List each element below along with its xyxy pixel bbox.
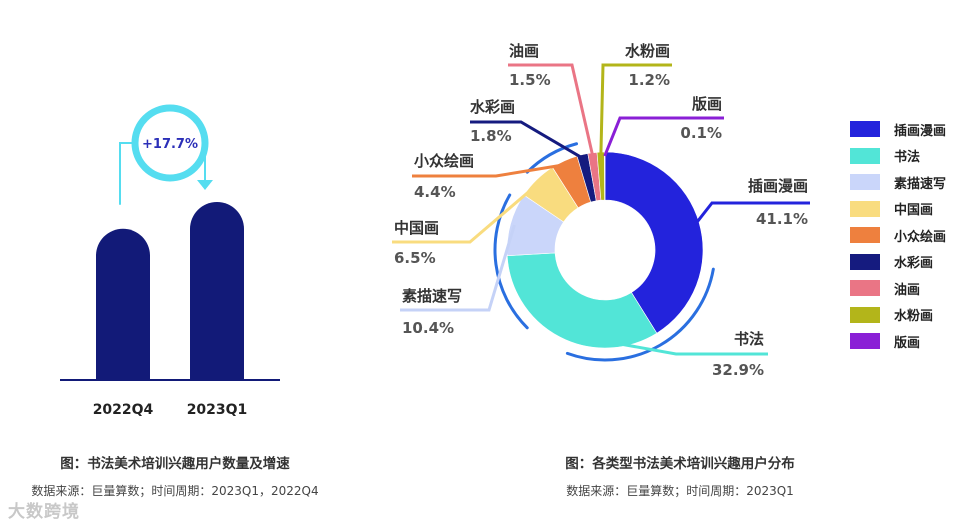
legend-swatch [850, 253, 880, 270]
legend-swatch [850, 333, 880, 349]
leader-line [392, 181, 541, 244]
slice-label: 插画漫画 [748, 177, 808, 195]
donut-slice-书法 [506, 252, 658, 349]
bar-2023Q1 [190, 202, 244, 380]
legend-item: 插画漫画 [850, 120, 947, 139]
leader-line [603, 116, 724, 157]
legend-swatch [850, 306, 880, 323]
accent-ring-outer [565, 267, 715, 362]
watermark-text: 大数跨境 [8, 502, 80, 522]
legend-label: 插画漫画 [894, 123, 947, 139]
slice-value: 1.2% [628, 71, 670, 89]
slice-label: 中国画 [394, 219, 439, 237]
slice-value: 10.4% [402, 319, 454, 337]
slice-label: 书法 [734, 330, 764, 348]
growth-arrow-icon [197, 180, 213, 190]
donut-slice-版画 [604, 151, 606, 201]
legend-label: 书法 [894, 150, 921, 165]
leader-line [400, 224, 516, 312]
donut-chart-source: 数据来源：巨量算数；时间周期：2023Q1 [566, 484, 794, 498]
slice-label: 水粉画 [625, 42, 670, 60]
legend-item: 小众绘画 [850, 226, 947, 245]
legend-item: 中国画 [850, 200, 946, 218]
bar-chart-caption: 图：书法美术培训兴趣用户数量及增速 数据来源：巨量算数；时间周期：2023Q1，… [0, 452, 350, 499]
donut-chart-title: 图：各类型书法美术培训兴趣用户分布 [565, 456, 795, 472]
slice-value: 0.1% [680, 124, 722, 142]
legend-label: 油画 [894, 282, 921, 298]
legend-label: 版画 [894, 335, 921, 351]
bar-2022Q4 [96, 228, 150, 380]
legend-item: 素描速写 [850, 173, 947, 192]
leader-line [599, 63, 672, 157]
donut-chart: 插画漫画 41.1% 书法 32.9% 素描速写 10.4% 中国画 6.5% 小众绘画 4.4%… [392, 42, 810, 379]
legend-item: 版画 [850, 332, 946, 351]
legend-swatch [850, 280, 880, 296]
x-tick-label: 2022Q4 [93, 402, 154, 418]
legend-swatch [850, 147, 880, 164]
legend-item: 水粉画 [850, 306, 946, 324]
slice-value: 6.5% [394, 249, 436, 267]
slice-label: 小众绘画 [414, 152, 474, 170]
bar-chart-title: 图：书法美术培训兴趣用户数量及增速 [60, 456, 290, 472]
slice-label: 版画 [692, 95, 722, 113]
leader-line [561, 331, 768, 356]
legend-swatch [850, 227, 880, 243]
slice-value: 32.9% [712, 361, 764, 379]
slice-value: 4.4% [414, 183, 456, 201]
donut-chart-caption: 图：各类型书法美术培训兴趣用户分布 数据来源：巨量算数；时间周期：2023Q1 [490, 452, 870, 499]
legend-label: 中国画 [894, 203, 934, 218]
legend-item: 书法 [850, 147, 946, 165]
legend-swatch [850, 121, 880, 137]
bar-chart: 2022Q4 2023Q1 +17.7% [60, 104, 280, 418]
legend-label: 小众绘画 [894, 229, 947, 245]
slice-value: 1.5% [509, 71, 551, 89]
legend-swatch [850, 174, 880, 190]
growth-connector-left [119, 142, 132, 205]
growth-badge [131, 104, 209, 182]
x-tick-label: 2023Q1 [187, 402, 248, 418]
legend-label: 水粉画 [894, 309, 934, 324]
legend-swatch [850, 200, 880, 217]
bar-chart-source: 数据来源：巨量算数；时间周期：2023Q1，2022Q4 [31, 484, 319, 498]
donut-slice-插画漫画 [604, 151, 704, 334]
legend-label: 素描速写 [894, 176, 947, 192]
growth-rate-label: +17.7% [142, 137, 198, 152]
legend-item: 油画 [850, 279, 946, 298]
leader-line [470, 120, 585, 160]
slice-label: 素描速写 [402, 287, 462, 305]
leader-line [508, 63, 595, 158]
slice-value: 41.1% [756, 210, 808, 228]
leader-line [694, 201, 810, 226]
legend-item: 水彩画 [850, 253, 946, 271]
slice-label: 水彩画 [470, 98, 515, 116]
accent-ring-outer [493, 193, 529, 330]
legend-label: 水彩画 [894, 256, 934, 271]
leader-line [412, 162, 567, 178]
donut-legend: 插画漫画书法素描速写中国画小众绘画水彩画油画水粉画版画 [850, 120, 947, 351]
slice-value: 1.8% [470, 127, 512, 145]
slice-label: 油画 [509, 42, 539, 60]
watermark-logo: 大数跨境 [8, 497, 80, 522]
